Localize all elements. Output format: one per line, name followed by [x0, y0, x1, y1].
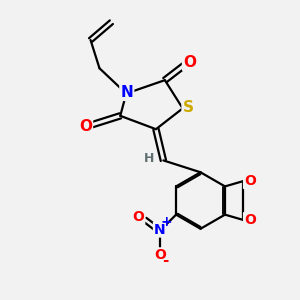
Text: O: O	[183, 55, 196, 70]
Text: H: H	[144, 152, 154, 165]
Text: N: N	[154, 223, 166, 236]
Text: O: O	[79, 119, 92, 134]
Text: -: -	[163, 253, 169, 268]
Text: O: O	[244, 174, 256, 188]
Text: N: N	[120, 85, 133, 100]
Text: O: O	[154, 248, 166, 262]
Text: O: O	[244, 213, 256, 227]
Text: +: +	[160, 215, 172, 229]
Text: S: S	[182, 100, 194, 115]
Text: O: O	[132, 210, 144, 224]
